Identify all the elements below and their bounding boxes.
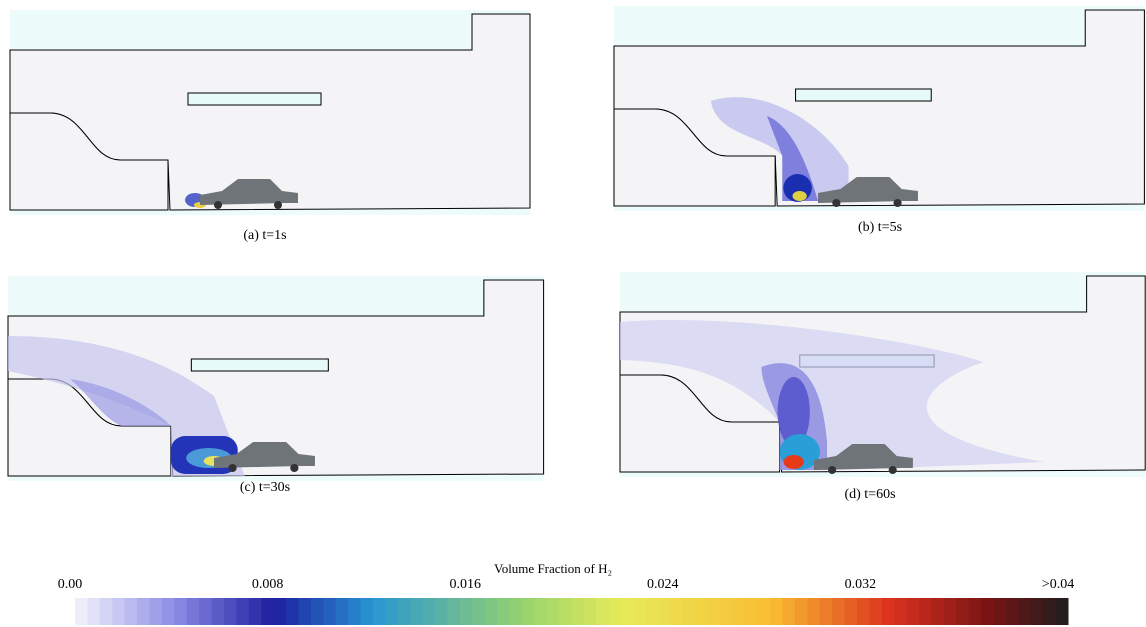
colorbar-swatch [696,598,709,625]
colorbar-swatch [931,598,944,625]
colorbar-swatch [770,598,783,625]
colorbar-swatch [360,598,373,625]
colorbar-swatch [584,598,597,625]
colorbar-swatch [336,598,349,625]
colorbar-swatch [572,598,585,625]
colorbar-swatch [410,598,423,625]
colorbar-swatch [919,598,932,625]
colorbar-tick-label: 0.032 [845,577,877,592]
colorbar-swatch [869,598,882,625]
colorbar-swatch [385,598,398,625]
colorbar-swatch [1031,598,1044,625]
colorbar-swatch [981,598,994,625]
colorbar-swatch [87,598,100,625]
caption: (a) t=1s [243,228,286,243]
colorbar-swatch [994,598,1007,625]
colorbar: 0.00 0.008 0.016 0.024 0.032 >0.04 [58,577,1074,625]
colorbar-swatch [758,598,771,625]
colorbar-tick-label: >0.04 [1042,577,1074,592]
colorbar-swatch [634,598,647,625]
colorbar-swatch [485,598,498,625]
colorbar-swatch [820,598,833,625]
colorbar-swatch [733,598,746,625]
colorbar-swatch [149,598,162,625]
colorbar-swatch [100,598,113,625]
colorbar-swatch [174,598,187,625]
colorbar-swatch [708,598,721,625]
colorbar-swatch [671,598,684,625]
colorbar-swatch [1056,598,1069,625]
figure: (a) t=1s (b) t=5s (c) t=30s (d) t=60s Vo… [0,0,1146,627]
panel-d [620,272,1145,477]
colorbar-swatch [1006,598,1019,625]
colorbar-swatch [435,598,448,625]
colorbar-swatch [212,598,225,625]
colorbar-swatch [944,598,957,625]
colorbar-swatch [907,598,920,625]
colorbar-swatch [658,598,671,625]
colorbar-swatch [373,598,386,625]
colorbar-swatch [137,598,150,625]
colorbar-swatch [621,598,634,625]
colorbar-swatch [162,598,175,625]
colorbar-swatch [720,598,733,625]
colorbar-swatch [522,598,535,625]
colorbar-swatch [596,598,609,625]
colorbar-swatch [423,598,436,625]
colorbar-swatch [857,598,870,625]
colorbar-title: Volume Fraction of H₂ [494,561,612,576]
colorbar-swatch [509,598,522,625]
panel-a [10,10,530,215]
colorbar-swatch [795,598,808,625]
colorbar-swatch [274,598,287,625]
colorbar-swatch [609,598,622,625]
colorbar-swatch [547,598,560,625]
panel-c [8,276,544,481]
colorbar-swatch [298,598,311,625]
colorbar-swatch [472,598,485,625]
colorbar-swatch [1043,598,1056,625]
colorbar-swatch [236,598,249,625]
colorbar-swatch [1018,598,1031,625]
colorbar-swatch [447,598,460,625]
colorbar-swatch [646,598,659,625]
colorbar-swatch [683,598,696,625]
caption: (b) t=5s [858,220,902,235]
colorbar-swatch [559,598,572,625]
colorbar-swatch [311,598,324,625]
colorbar-swatch [249,598,262,625]
colorbar-swatch [286,598,299,625]
colorbar-tick-label: 0.016 [449,577,481,592]
colorbar-swatch [398,598,411,625]
colorbar-swatch [75,598,88,625]
colorbar-swatch [534,598,547,625]
colorbar-swatch [497,598,510,625]
colorbar-swatch [845,598,858,625]
colorbar-tick-label: 0.008 [252,577,284,592]
colorbar-swatch [783,598,796,625]
colorbar-swatch [187,598,200,625]
caption: (d) t=60s [844,487,895,502]
colorbar-swatch [224,598,237,625]
colorbar-swatch [894,598,907,625]
colorbar-swatch [460,598,473,625]
colorbar-swatch [125,598,138,625]
colorbar-swatch [807,598,820,625]
colorbar-swatch [956,598,969,625]
colorbar-swatch [745,598,758,625]
colorbar-tick-label: 0.024 [647,577,679,592]
colorbar-swatch [969,598,982,625]
caption: (c) t=30s [240,480,290,495]
colorbar-swatch [199,598,212,625]
panel-b [614,6,1144,211]
colorbar-tick-label: 0.00 [58,577,83,592]
colorbar-swatch [348,598,361,625]
colorbar-swatch [112,598,125,625]
colorbar-swatch [323,598,336,625]
colorbar-swatch [832,598,845,625]
colorbar-swatch [261,598,274,625]
colorbar-swatch [882,598,895,625]
